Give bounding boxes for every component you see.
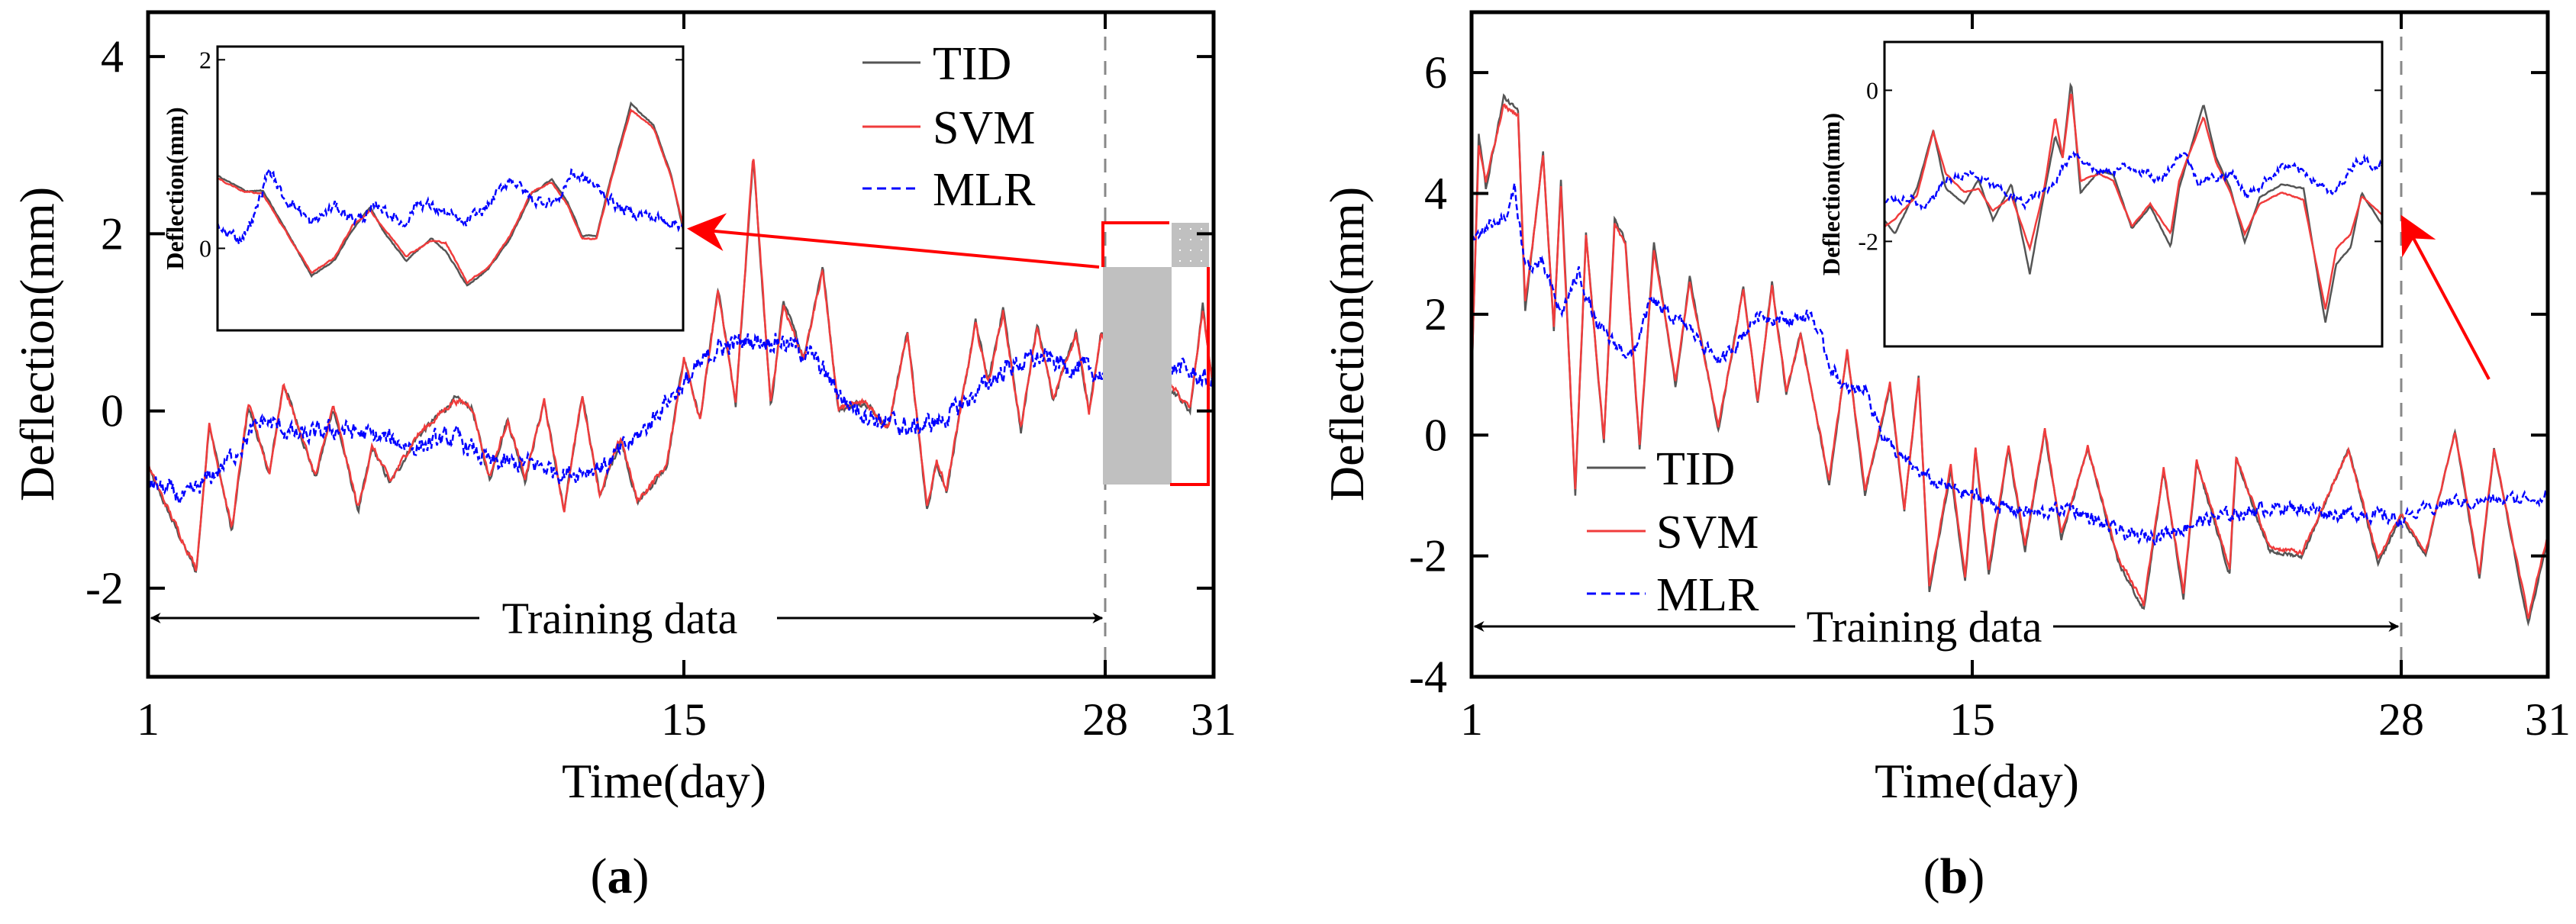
inset-series-line-tid: [1884, 82, 2382, 323]
inset-y-axis-label: Deflection(mm): [1817, 113, 1845, 275]
y-tick-label: 0: [101, 386, 124, 436]
series-line-svm: [148, 159, 1214, 571]
x-tick-label: 15: [1949, 694, 1995, 745]
legend-tid-label: TID: [1656, 443, 1735, 495]
panel-a-legend: TID SVM MLR: [862, 38, 1036, 216]
x-tick-label: 1: [1460, 694, 1483, 745]
zoom-pointer-arrow: [687, 213, 1100, 269]
training-data-label: Training data: [1807, 602, 2042, 652]
legend-mlr-label: MLR: [1656, 569, 1759, 621]
y-tick-label: 4: [1424, 169, 1447, 219]
y-tick-label: 6: [1424, 47, 1447, 98]
inset-series-line-mlr: [218, 166, 683, 245]
y-tick-label: 2: [1424, 289, 1447, 340]
panel-a-axes-frame: [146, 10, 1216, 679]
panel-b-series: [1472, 93, 2548, 627]
inset-y-tick-label: 0: [199, 234, 211, 262]
inset-frame: [216, 45, 685, 332]
inset-background: [1884, 42, 2382, 346]
y-tick-label: 0: [1424, 410, 1447, 460]
panel-a-ticks: 1 15 28 31 -2 0 2 4: [85, 12, 1236, 745]
zoom-region-red-outline: [1101, 221, 1169, 267]
x-tick-label: 15: [661, 694, 707, 745]
inset-y-tick-label: 0: [1866, 76, 1878, 104]
zoom-region-red-outline-right: [1170, 267, 1210, 486]
x-tick-label: 28: [2378, 694, 2424, 745]
legend-svm-label: SVM: [1656, 507, 1759, 559]
test-region-dotted-box: [1172, 223, 1209, 267]
panel-a: 1 15 28 31 -2 0 2 4 0 2 Deflection(mm) TID SVM ML…: [10, 10, 1236, 904]
y-axis-label: Deflection(mm): [1320, 187, 1374, 501]
panel-b-axes-frame: [1469, 10, 2550, 679]
y-tick-label: -2: [1409, 531, 1447, 581]
legend-svm-label: SVM: [933, 102, 1035, 154]
panel-b-legend: TID SVM MLR: [1587, 443, 1759, 621]
series-line-mlr: [1472, 183, 2548, 548]
series-line-mlr: [148, 333, 1214, 508]
legend-tid-label: TID: [933, 38, 1011, 90]
test-region-gray-box: [1103, 267, 1172, 485]
panel-letter: b: [1940, 848, 1968, 904]
y-tick-label: 2: [101, 208, 124, 259]
panel-b-caption: (b): [1923, 848, 1985, 904]
legend-mlr-label: MLR: [933, 164, 1036, 216]
panel-b-inset: -2 0 Deflection(mm): [1817, 40, 2384, 348]
panel-a-caption: (a): [591, 848, 650, 904]
y-tick-label: -4: [1409, 652, 1447, 702]
inset-background: [218, 47, 683, 330]
panel-b: 1 15 28 31 -4 -2 0 2 4 6 -2 0 Deflection(mm) TID SV…: [1320, 10, 2571, 904]
inset-series-line-svm: [218, 108, 683, 285]
y-tick-label: 4: [101, 31, 124, 82]
x-tick-label: 28: [1082, 694, 1128, 745]
zoom-pointer-arrow: [2400, 214, 2491, 380]
inset-series-line-mlr: [1884, 150, 2382, 211]
inset-frame: [1883, 40, 2384, 348]
y-tick-label: -2: [85, 563, 124, 613]
training-data-label: Training data: [502, 594, 738, 643]
inset-series-line-svm: [1884, 93, 2382, 310]
panel-letter: a: [608, 848, 633, 904]
panel-a-inset: 0 2 Deflection(mm): [161, 45, 685, 332]
x-axis-label: Time(day): [562, 754, 766, 808]
x-tick-label: 31: [2525, 694, 2571, 745]
x-tick-label: 31: [1191, 694, 1236, 745]
panel-b-ticks: 1 15 28 31 -4 -2 0 2 4 6: [1409, 12, 2571, 745]
series-line-svm: [1472, 103, 2548, 620]
y-axis-label: Deflection(mm): [10, 187, 64, 501]
panel-a-series: [148, 159, 1214, 573]
x-axis-label: Time(day): [1875, 754, 2079, 808]
x-tick-label: 1: [137, 694, 160, 745]
inset-y-tick-label: 2: [199, 46, 211, 73]
inset-y-tick-label: -2: [1858, 227, 1878, 255]
inset-y-axis-label: Deflection(mm): [161, 107, 189, 269]
